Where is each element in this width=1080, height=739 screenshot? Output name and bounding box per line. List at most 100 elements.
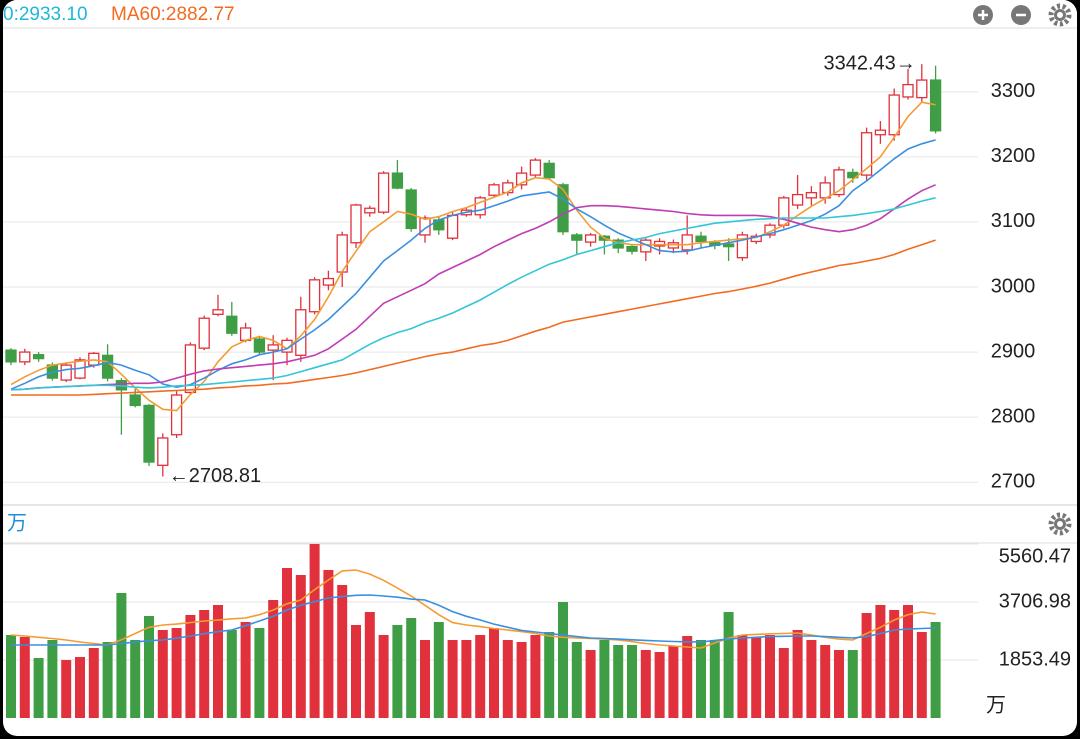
candle-body [350,204,362,244]
volume-bar [682,636,693,718]
volume-settings-button[interactable] [1048,512,1072,536]
volume-bar [627,644,637,718]
candle-body [529,159,542,176]
candle-body [364,207,376,214]
candle-body [377,172,390,213]
volume-bar [792,630,803,718]
price-annotation: ←2708.81 [169,465,261,487]
volume-bar [199,610,210,718]
y-tick-label: 2800 [991,405,1036,427]
volume-bar [309,544,320,718]
volume-bar [185,614,196,718]
volume-bar [820,644,831,718]
volume-bar [268,599,279,718]
volume-unit: 万 [7,512,27,534]
candle-body [101,354,114,379]
candle-body [653,240,666,247]
candle-body [543,162,555,179]
volume-bar [778,647,789,718]
volume-bar [447,639,458,718]
candle-body [474,197,486,216]
candle-body [308,279,321,313]
candle-body [212,309,224,315]
candle-body [322,277,335,286]
candle-body [32,354,45,360]
volume-bar [88,647,99,718]
candle-body [419,217,431,236]
candle-body [405,189,417,230]
volume-bar [240,621,251,718]
volume-bar [875,605,886,718]
candle-body [198,317,210,349]
volume-bar [378,635,389,718]
candle-body [295,309,307,356]
y-tick-label: 3000 [991,275,1036,297]
volume-bar [709,639,720,718]
candle-body [833,169,845,196]
volume-bar [406,617,417,718]
y-tick-label: 1853.49 [999,648,1071,670]
volume-bar [737,635,748,718]
volume-bar [433,621,444,718]
volume-bar [157,630,168,718]
volume-bar [130,639,141,718]
candle-body [5,349,17,363]
y-tick-label: 5560.47 [999,545,1071,567]
volume-bar [213,605,223,718]
y-tick-label: 3100 [991,210,1036,232]
candle-body [267,344,279,351]
volume-bar [599,639,610,718]
y-tick-label: 3200 [991,145,1036,167]
candle-body [571,234,583,241]
candle-body [515,172,528,186]
candle-body [488,184,500,196]
y-tick-label: 3706.98 [999,590,1071,612]
chart: 0:2933.10 MA60:2882.77 万 万 2700 2800 2900 3… [3,0,1077,718]
volume-bar [364,612,375,718]
volume-bar [254,628,265,718]
volume-bar [696,639,706,718]
moving-average-line [11,239,936,396]
candle-body [722,243,735,248]
volume-bar [323,569,334,718]
volume-bar [751,636,762,718]
volume-bar [226,630,237,718]
volume-bar [489,628,499,718]
volume-bar [475,635,486,718]
volume-bar [116,592,127,718]
candle-body [184,344,197,394]
candle-body [791,193,804,206]
volume-bar [654,652,665,718]
candle-body [805,191,818,199]
volume-bar [834,650,844,718]
volume-bar [668,645,679,718]
volume-bar [61,660,72,718]
y-tick-label: 3300 [991,80,1036,102]
candle-body [446,214,459,239]
volume-bar [6,635,16,718]
volume-bar [420,639,430,718]
volume-bar [102,641,113,718]
y-tick-label: 2900 [991,340,1036,362]
volume-bar [516,641,527,718]
candle-body [19,351,31,363]
volume-bar [337,585,348,718]
volume-bar [889,610,900,718]
volume-bar [544,632,555,718]
volume-bar [530,635,541,718]
volume-bar [930,621,941,718]
volume-bar [916,632,927,718]
header-bar [3,0,1077,28]
y-tick-label: 2700 [991,471,1036,493]
candle-body [888,94,900,136]
candle-body [819,182,831,199]
zoom-out-button[interactable] [1011,5,1031,25]
volume-bar [723,612,734,718]
candle-body [626,246,638,252]
volume-bar [585,650,596,718]
volume-bar [351,624,361,718]
volume-unit: 万 [986,694,1006,716]
settings-button[interactable] [1048,3,1072,27]
volume-bar [19,636,30,718]
zoom-in-button[interactable] [973,5,993,25]
